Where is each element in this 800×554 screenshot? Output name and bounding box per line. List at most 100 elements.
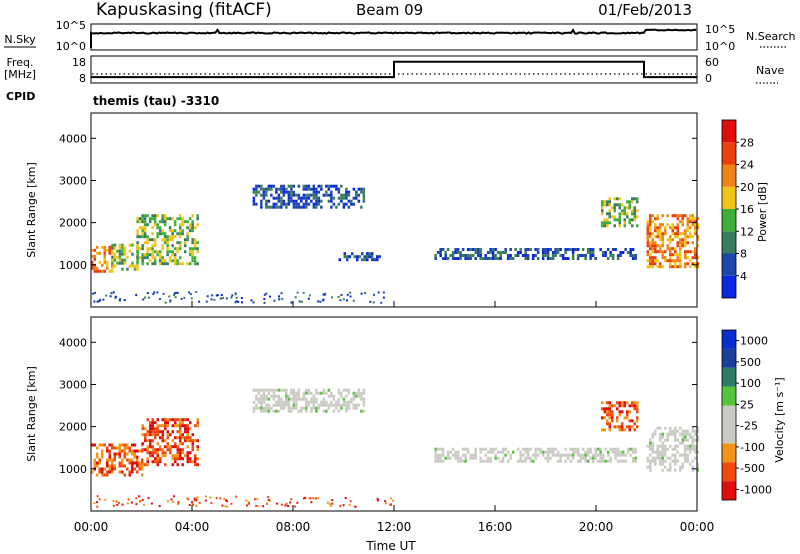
power-cell: [628, 218, 631, 222]
velocity-cell: [456, 459, 460, 463]
velocity-cell: [126, 467, 129, 471]
power-cell: [141, 226, 144, 230]
velocity-cell: [159, 445, 162, 449]
velocity-cell: [156, 418, 159, 422]
velocity-cell: [481, 459, 485, 463]
power-cell: [106, 263, 109, 267]
power-cell: [357, 193, 361, 197]
velocity-cell: [108, 452, 111, 456]
velocity-cell: [116, 452, 119, 456]
power-cell: [188, 226, 192, 230]
power-cell: [681, 244, 684, 248]
power-cell: [280, 199, 283, 203]
velocity-cell: [277, 388, 281, 392]
velocity-cell: [154, 457, 157, 461]
power-cell: [656, 217, 659, 221]
velocity-cell: [169, 451, 172, 455]
velocity-cell: [671, 432, 674, 436]
power-speckle: [105, 294, 108, 297]
power-cell: [656, 265, 659, 269]
power-cell: [277, 196, 281, 200]
velocity-cell: [189, 451, 192, 455]
power-cell: [684, 214, 687, 218]
power-cell: [280, 184, 283, 188]
velocity-cell: [451, 447, 455, 451]
velocity-cell: [352, 391, 356, 395]
power-cell: [661, 244, 664, 248]
power-cell: [679, 253, 682, 257]
power-cell: [676, 244, 679, 248]
power-cell: [623, 212, 626, 216]
power-cell: [651, 262, 654, 266]
velocity-cell: [159, 460, 162, 464]
power-cell: [601, 200, 604, 204]
velocity-cell: [181, 433, 184, 437]
power-cell: [96, 266, 99, 270]
power-cell: [541, 248, 545, 251]
velocity-cell: [194, 424, 197, 428]
power-cell: [656, 214, 659, 218]
power-cell: [96, 251, 99, 255]
velocity-cell: [300, 409, 303, 413]
power-cell: [138, 256, 142, 260]
power-colorbar-tick-label: 12: [740, 225, 754, 238]
power-cell: [118, 246, 122, 250]
velocity-cell: [694, 456, 697, 460]
power-cell: [330, 199, 333, 203]
velocity-cell: [287, 409, 291, 413]
power-cell: [355, 196, 358, 200]
power-cell: [305, 184, 308, 188]
power-cell: [151, 256, 154, 260]
velocity-cell: [161, 454, 164, 458]
power-cell: [616, 218, 619, 222]
power-cell: [188, 229, 192, 233]
velocity-ytick-label: 1000: [59, 463, 87, 476]
velocity-cell: [633, 422, 636, 426]
power-cell: [121, 267, 124, 271]
velocity-cell: [174, 457, 177, 461]
power-cell: [178, 223, 182, 227]
velocity-cell: [186, 433, 189, 437]
velocity-cell: [496, 450, 500, 454]
power-cell: [608, 215, 611, 219]
power-cell: [686, 226, 689, 230]
power-cell: [327, 184, 331, 188]
velocity-speckle: [139, 500, 142, 503]
velocity-cell: [287, 400, 291, 404]
velocity-cell: [669, 465, 672, 469]
velocity-cell: [546, 456, 550, 460]
velocity-cell: [144, 427, 147, 431]
power-speckle: [352, 299, 355, 302]
power-speckle: [198, 300, 201, 303]
power-speckle: [206, 295, 209, 298]
velocity-cell: [164, 454, 167, 458]
power-cell: [576, 248, 580, 251]
velocity-cell: [169, 448, 172, 452]
power-cell: [173, 256, 177, 260]
velocity-cell: [181, 436, 184, 440]
velocity-cell: [292, 403, 296, 407]
velocity-cell: [325, 409, 328, 413]
power-cell: [671, 265, 674, 269]
velocity-cell: [596, 459, 600, 463]
velocity-cell: [649, 459, 652, 463]
velocity-cell: [191, 445, 194, 449]
power-cell: [684, 250, 687, 254]
power-cell: [661, 256, 664, 260]
velocity-cell: [151, 430, 154, 434]
velocity-cell: [659, 456, 662, 460]
power-cell: [362, 190, 366, 194]
power-cell: [494, 254, 497, 257]
power-cell: [669, 256, 672, 260]
velocity-cell: [272, 391, 276, 395]
velocity-cell: [360, 409, 363, 413]
power-cell: [564, 248, 567, 251]
velocity-cell: [131, 443, 134, 447]
velocity-cell: [584, 459, 587, 463]
velocity-cell: [295, 391, 298, 395]
power-cell: [456, 251, 460, 254]
velocity-cell: [474, 450, 477, 454]
power-cell: [504, 251, 507, 254]
velocity-cell: [352, 394, 356, 398]
velocity-cell: [456, 450, 460, 454]
